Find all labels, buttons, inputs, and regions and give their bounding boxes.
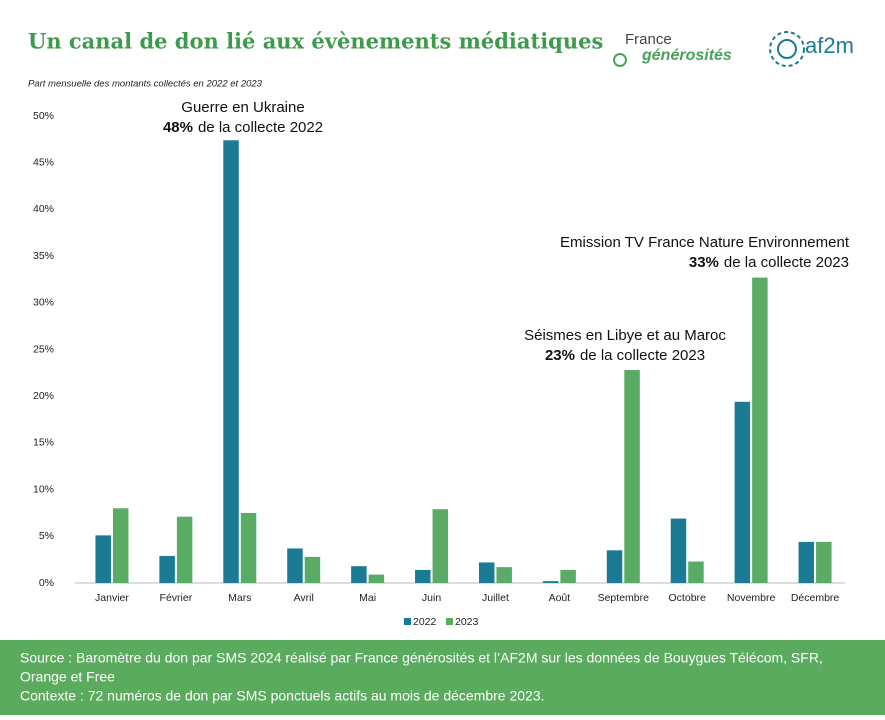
- bar: [478, 562, 495, 583]
- annotation-text: de la collecte 2023: [580, 347, 705, 364]
- annotation-bold: 48%: [163, 119, 193, 136]
- logo-text: France: [625, 31, 672, 48]
- x-tick-label: Mars: [228, 592, 251, 604]
- x-tick-label: Décembre: [791, 592, 840, 604]
- logo-text: af2m: [805, 33, 854, 58]
- legend-label: 2023: [455, 616, 479, 628]
- annotation-bold: 23%: [545, 347, 575, 364]
- bar: [542, 581, 559, 583]
- bar: [606, 550, 623, 583]
- annotation-bold: 33%: [689, 254, 719, 271]
- bar: [816, 541, 832, 583]
- annotation-text: de la collecte 2023: [724, 254, 849, 271]
- logo-icon: [777, 39, 797, 59]
- y-tick-label: 0%: [39, 577, 54, 589]
- legend-swatch: [404, 618, 411, 625]
- logo-icon: [769, 31, 805, 67]
- footer-line: Source : Baromètre du don par SMS 2024 r…: [20, 650, 823, 666]
- footer: Source : Baromètre du don par SMS 2024 r…: [20, 650, 823, 704]
- bar: [415, 569, 431, 583]
- bar: [368, 574, 385, 583]
- y-tick-label: 40%: [33, 203, 54, 215]
- bar: [159, 555, 175, 583]
- chart-title: Un canal de don lié aux évènements média…: [28, 29, 603, 54]
- annotation-value: 33% de la collecte 2023: [689, 254, 849, 271]
- bar: [560, 569, 576, 583]
- annotation-title: Emission TV France Nature Environnement: [560, 234, 850, 251]
- footer-line: Contexte : 72 numéros de don par SMS pon…: [20, 688, 545, 704]
- bar: [304, 556, 321, 583]
- legend-label: 2022: [413, 616, 437, 628]
- y-tick-label: 10%: [33, 483, 54, 495]
- logo-text: générosités: [641, 47, 732, 64]
- footer-band: [0, 640, 885, 715]
- x-tick-label: Avril: [294, 592, 314, 604]
- x-tick-label: Août: [549, 592, 571, 604]
- bar: [734, 401, 751, 583]
- bar: [351, 566, 367, 583]
- x-tick-label: Octobre: [669, 592, 707, 604]
- bar: [688, 561, 704, 583]
- bar: [496, 567, 512, 583]
- chart-subtitle: Part mensuelle des montants collectés en…: [28, 79, 263, 90]
- annotation-title: Guerre en Ukraine: [181, 99, 304, 116]
- bar: [240, 512, 257, 583]
- logo-icon: [613, 53, 627, 67]
- legend-swatch: [446, 618, 453, 625]
- annotation-text: de la collecte 2022: [198, 119, 323, 136]
- y-tick-label: 45%: [33, 156, 54, 168]
- bar: [798, 541, 815, 583]
- x-tick-label: Novembre: [727, 592, 776, 604]
- bar: [176, 516, 193, 583]
- y-tick-label: 5%: [39, 530, 54, 542]
- annotation-value: 48% de la collecte 2022: [163, 119, 323, 136]
- annotation-title: Séismes en Libye et au Maroc: [524, 327, 726, 344]
- footer-line: Orange et Free: [20, 669, 115, 685]
- bar: [624, 370, 640, 583]
- x-tick-label: Février: [160, 592, 193, 604]
- x-tick-label: Juillet: [482, 592, 509, 604]
- x-tick-label: Septembre: [598, 592, 650, 604]
- y-tick-label: 25%: [33, 343, 54, 355]
- bar: [95, 535, 111, 583]
- bar: [223, 140, 239, 583]
- y-tick-label: 15%: [33, 437, 54, 449]
- y-tick-label: 35%: [33, 250, 54, 262]
- y-tick-label: 30%: [33, 297, 54, 309]
- bar: [112, 508, 129, 583]
- x-tick-label: Janvier: [95, 592, 129, 604]
- y-tick-label: 50%: [33, 110, 54, 122]
- x-tick-label: Mai: [359, 592, 376, 604]
- x-tick-label: Juin: [422, 592, 441, 604]
- y-tick-label: 20%: [33, 390, 54, 402]
- bar: [752, 277, 768, 583]
- bar: [287, 548, 303, 583]
- bar: [670, 518, 687, 583]
- bar: [432, 509, 449, 583]
- annotation-value: 23% de la collecte 2023: [545, 347, 705, 364]
